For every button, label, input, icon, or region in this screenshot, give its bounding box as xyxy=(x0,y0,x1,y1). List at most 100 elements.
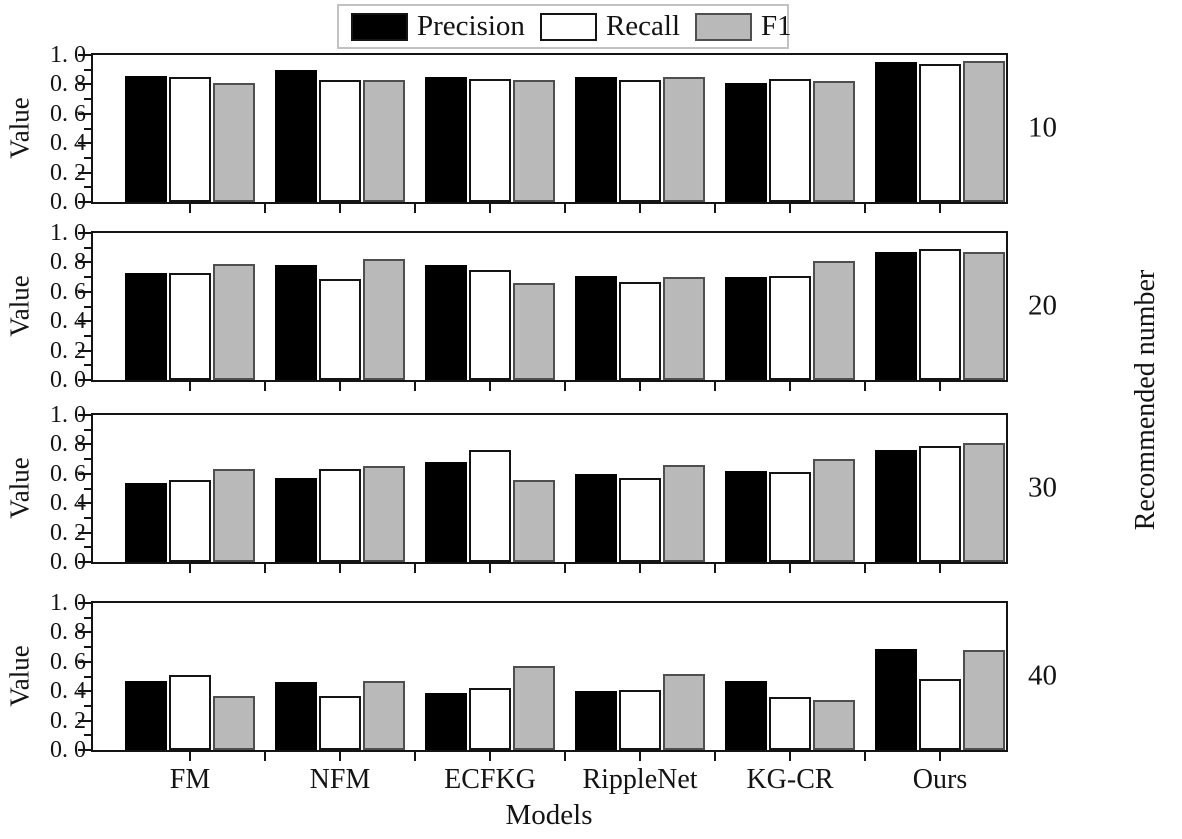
x-axis-tick xyxy=(264,204,266,213)
bar-f1 xyxy=(363,259,405,380)
bar-f1 xyxy=(663,674,705,750)
bar-group-ecfkg xyxy=(425,77,555,202)
bar-group-ours xyxy=(875,249,1005,380)
x-axis-tick xyxy=(264,382,266,391)
x-axis-tick xyxy=(714,752,716,761)
bar-f1 xyxy=(513,80,555,202)
bar-recall xyxy=(619,478,661,562)
bar-group-ripplenet xyxy=(575,77,705,202)
bar-precision xyxy=(875,62,917,202)
x-axis-tick xyxy=(189,382,191,391)
y-axis-tick xyxy=(78,719,91,722)
x-axis-tick xyxy=(564,752,566,761)
y-axis-tick xyxy=(78,631,91,634)
y-axis-tick xyxy=(78,83,91,86)
bar-group-ecfkg xyxy=(425,450,555,562)
y-axis-tick xyxy=(84,616,91,619)
bar-group-kg-cr xyxy=(725,261,855,380)
x-axis-tick xyxy=(189,752,191,761)
y-axis-tick xyxy=(78,349,91,352)
y-axis-tick xyxy=(78,142,91,145)
bar-group-ours xyxy=(875,649,1005,750)
x-axis-tick xyxy=(864,564,866,573)
y-axis-tick xyxy=(84,334,91,337)
panel-right-label: 30 xyxy=(1028,471,1057,504)
y-axis-tick xyxy=(84,546,91,549)
y-axis-tick xyxy=(78,443,91,446)
bar-group-fm xyxy=(125,76,255,202)
panel-right-label: 10 xyxy=(1028,111,1057,144)
bar-group-nfm xyxy=(275,70,405,202)
bar-group-ripplenet xyxy=(575,465,705,562)
x-axis-tick xyxy=(714,204,716,213)
y-axis-tick xyxy=(84,98,91,101)
bar-recall xyxy=(619,690,661,750)
panel-right-label: 40 xyxy=(1028,659,1057,692)
bar-f1 xyxy=(513,283,555,380)
bar-recall xyxy=(169,675,211,750)
x-category-label: NFM xyxy=(309,764,371,795)
bar-f1 xyxy=(963,61,1005,202)
x-axis-tick xyxy=(564,204,566,213)
x-axis-tick xyxy=(414,564,416,573)
y-axis-tick xyxy=(84,186,91,189)
bar-precision xyxy=(875,252,917,380)
bar-precision xyxy=(875,450,917,562)
y-axis-tick xyxy=(78,171,91,174)
bar-f1 xyxy=(813,81,855,202)
bar-precision xyxy=(275,265,317,380)
y-axis-tick xyxy=(78,561,91,563)
bar-group-nfm xyxy=(275,466,405,562)
right-axis-title: Recommended number xyxy=(1130,269,1161,531)
bar-f1 xyxy=(513,666,555,750)
plot-area xyxy=(93,415,1006,562)
x-axis-tick xyxy=(339,382,341,391)
x-axis-tick xyxy=(639,204,641,213)
bar-recall xyxy=(469,688,511,750)
bar-recall xyxy=(169,480,211,562)
bar-precision xyxy=(275,70,317,202)
y-axis-tick xyxy=(84,428,91,431)
x-category-label: FM xyxy=(169,764,211,795)
plot-area xyxy=(93,603,1006,750)
x-category-label: KG-CR xyxy=(746,764,834,795)
bar-precision xyxy=(125,76,167,202)
x-axis-tick xyxy=(564,382,566,391)
bar-recall xyxy=(919,679,961,750)
panel-right-label: 20 xyxy=(1028,289,1057,322)
y-axis-tick xyxy=(78,232,91,234)
y-axis-tick xyxy=(78,602,91,604)
bar-f1 xyxy=(363,681,405,750)
y-axis-tick xyxy=(84,305,91,308)
bar-f1 xyxy=(963,443,1005,562)
legend-swatch-recall xyxy=(539,12,597,41)
bar-recall xyxy=(769,79,811,202)
x-axis-tick xyxy=(789,382,791,391)
legend-label-recall: Recall xyxy=(605,10,681,42)
y-axis-tick xyxy=(78,690,91,693)
y-axis-tick xyxy=(84,516,91,519)
y-axis-tick xyxy=(84,68,91,71)
x-axis-tick xyxy=(714,564,716,573)
bar-precision xyxy=(425,462,467,562)
x-axis-tick xyxy=(939,382,941,391)
y-axis-tick xyxy=(84,487,91,490)
bar-f1 xyxy=(363,80,405,202)
bar-precision xyxy=(875,649,917,750)
bar-group-ours xyxy=(875,443,1005,562)
legend-label-f1: F1 xyxy=(761,10,792,42)
x-axis-tick xyxy=(714,382,716,391)
bar-precision xyxy=(425,77,467,202)
y-axis-tick xyxy=(84,734,91,737)
bar-group-ripplenet xyxy=(575,276,705,380)
bar-recall xyxy=(469,270,511,380)
x-axis-tick xyxy=(864,752,866,761)
bar-precision xyxy=(575,276,617,380)
y-axis-tick xyxy=(84,675,91,678)
bar-precision xyxy=(125,273,167,380)
y-axis-tick xyxy=(78,201,91,203)
plot-area xyxy=(93,233,1006,380)
y-axis-tick xyxy=(84,276,91,279)
y-axis-tick xyxy=(78,290,91,293)
x-category-label: RippleNet xyxy=(582,764,698,795)
